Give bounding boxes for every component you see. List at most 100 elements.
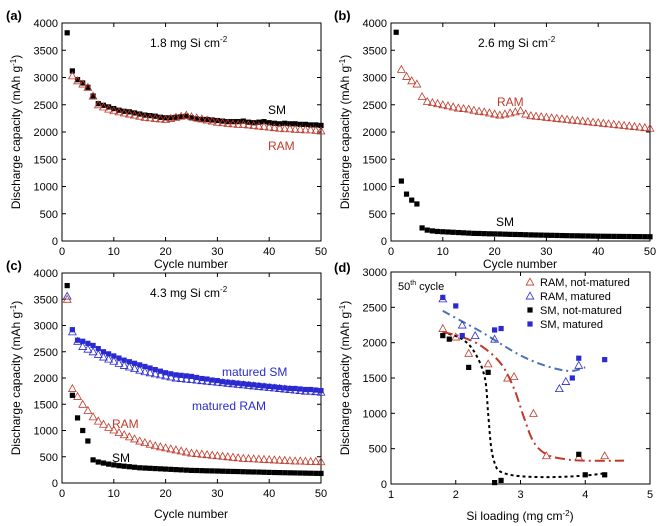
panel-c-point-ram <box>187 448 196 457</box>
panel-c-point-matured-ram <box>187 374 196 384</box>
panel-a-point-sm <box>163 115 169 121</box>
panel-d-point-ram-not-matured <box>528 408 538 417</box>
panel-a-point-sm <box>209 117 215 123</box>
panel-c-point-matured-sm <box>111 353 117 359</box>
panel-c-point-matured-ram <box>202 376 212 385</box>
panel-c-point-sm <box>157 466 164 472</box>
panel-d-legend-marker-sm-not-matured <box>527 307 533 313</box>
panel-c-ytick-label: 2500 <box>34 347 58 359</box>
panel-c-point-sm <box>235 468 241 475</box>
panel-a-point-sm <box>85 84 91 90</box>
panel-d-point-sm-matured <box>498 325 504 332</box>
panel-c-point-matured-ram <box>150 369 160 378</box>
panel-d-ytick-label: 0 <box>381 479 387 491</box>
panel-b-point-ram <box>505 108 515 117</box>
panel-a-point-ram <box>202 115 212 124</box>
panel-a-point-ram <box>311 125 321 134</box>
panel-b-point-sm <box>543 232 549 238</box>
panel-c-point-matured-sm <box>209 377 215 383</box>
panel-d-point-ram-matured <box>457 320 467 329</box>
panel-b-point-ram <box>583 117 593 126</box>
panel-b-point-ram <box>645 123 655 132</box>
panel-a-point-sm <box>214 117 220 124</box>
panel-b-point-sm <box>600 233 606 239</box>
panel-c-point-matured-sm <box>131 360 138 366</box>
panel-d-point-sm-matured <box>440 294 446 301</box>
panel-c-point-matured-ram <box>264 382 274 391</box>
panel-c-point-ram <box>218 451 228 460</box>
panel-b-point-ram <box>598 118 608 127</box>
panel-c-point-ram <box>280 455 290 464</box>
panel-a-point-sm <box>188 115 195 121</box>
panel-a-point-ram <box>233 119 243 128</box>
panel-c-point-ram <box>311 456 321 465</box>
panel-a-point-ram <box>119 108 129 117</box>
panel-c-point-sm <box>152 465 158 472</box>
panel-c-point-matured-sm <box>245 381 252 387</box>
panel-c-point-sm <box>313 470 319 476</box>
panel-a-point-sm <box>152 113 158 119</box>
panel-a-point-ram <box>187 112 196 121</box>
panel-c-loading-annotation: 4.3 mg Si cm-2 <box>150 285 228 300</box>
panel-b-point-ram <box>412 79 422 88</box>
panel-c-point-sm <box>282 470 288 476</box>
panel-d-point-ram-matured <box>470 330 480 340</box>
panel-b-label: (b) <box>334 8 351 23</box>
panel-c-point-sm <box>126 464 132 470</box>
panel-b-point-ram <box>521 109 531 118</box>
panel-c-point-ram <box>244 453 253 463</box>
panel-d-xtick-label: 3 <box>517 489 523 501</box>
panel-c-point-matured-ram <box>130 363 139 372</box>
panel-a-series-ram <box>67 71 326 135</box>
panel-c-point-matured-sm <box>219 379 226 385</box>
panel-d-point-sm-matured <box>576 355 582 361</box>
panel-a-point-sm <box>282 120 288 126</box>
panel-c-point-sm <box>302 470 309 476</box>
panel-a: (a) 0 500 1000 1500 2000 2500 3000 3500 4000 0 10… <box>6 8 327 271</box>
panel-b-point-ram <box>547 113 557 122</box>
panel-c-point-matured-ram <box>259 382 269 391</box>
panel-c-point-matured-ram <box>135 365 145 374</box>
panel-c-point-ram <box>295 456 305 465</box>
panel-a-y-ticks: 0 500 1000 1500 2000 2500 3000 3500 4000 <box>34 18 321 248</box>
panel-b-point-ram <box>484 108 494 117</box>
panel-c-point-ram <box>285 456 295 465</box>
panel-a-point-ram <box>244 120 253 129</box>
panel-b-xtick-label: 0 <box>388 246 394 258</box>
panel-d-legend-marker-ram-not-matured <box>525 277 535 286</box>
panel-c-point-matured-sm <box>287 385 293 392</box>
panel-a-point-ram <box>73 76 83 85</box>
panel-a-point-sm <box>121 108 127 114</box>
panel-c-point-matured-ram <box>228 379 238 388</box>
panel-c-x-ticks: 0 10 20 30 40 50 <box>59 273 327 500</box>
panel-c-point-sm <box>90 457 96 463</box>
panel-a-point-ram <box>166 113 176 122</box>
panel-c-point-matured-ram <box>197 376 207 385</box>
panel-d-series-ram-not-matured <box>438 323 610 461</box>
panel-b-point-ram <box>490 109 500 118</box>
panel-c-point-matured-ram <box>192 375 202 384</box>
panel-c-point-matured-sm <box>230 380 236 386</box>
panel-d-legend-item-ram-matured: RAM, matured <box>525 291 611 303</box>
panel-b-point-sm <box>486 231 493 237</box>
panel-a-point-ram <box>109 106 119 115</box>
panel-c-point-sm <box>214 468 220 474</box>
panel-d-frame <box>390 271 651 485</box>
panel-b-point-sm <box>460 230 467 236</box>
panel-d-point-sm-matured <box>492 327 498 333</box>
panel-d-point-sm-not-matured <box>492 479 498 486</box>
panel-c-point-sm <box>142 465 148 471</box>
panel-c-point-ram <box>233 453 243 462</box>
panel-a-point-ram <box>223 118 233 127</box>
panel-a-point-sm <box>287 121 293 127</box>
panel-c-xtick-label: 20 <box>159 488 171 500</box>
panel-b-point-ram <box>500 109 510 118</box>
panel-b-point-sm <box>414 201 420 207</box>
panel-b-ytick-label: 3500 <box>363 45 387 57</box>
panel-b-point-sm <box>554 232 560 239</box>
panel-b-point-sm <box>548 232 555 238</box>
panel-c-ylabel: Discharge capacity (mAh g-1) <box>9 301 23 456</box>
panel-d-legend-item-sm-not-matured: SM, not-matured <box>527 305 622 317</box>
panel-c-point-ram <box>249 454 259 463</box>
panel-b-point-sm <box>455 229 461 236</box>
